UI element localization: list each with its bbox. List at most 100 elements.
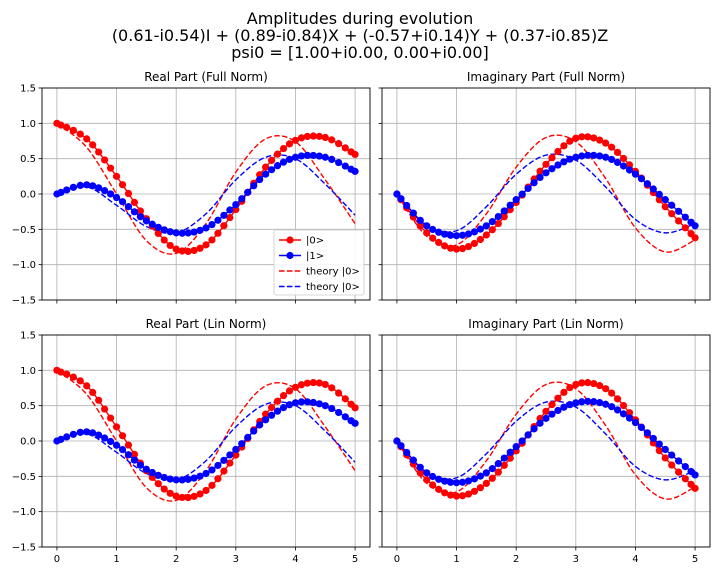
- data-point: [416, 222, 424, 230]
- plot-area: [53, 119, 359, 256]
- data-point: [160, 226, 168, 234]
- x-tick-label: 1: [453, 554, 459, 565]
- axes-frame: [41, 334, 371, 548]
- data-point: [328, 136, 336, 144]
- data-point: [572, 134, 580, 142]
- data-point: [250, 427, 258, 435]
- y-tick-label: −1.0: [12, 260, 36, 271]
- data-point: [655, 190, 663, 198]
- data-point: [273, 397, 282, 405]
- data-point: [560, 403, 568, 411]
- data-point: [429, 481, 437, 489]
- y-tick-label: −1.5: [12, 296, 36, 307]
- data-point: [309, 151, 317, 160]
- data-point: [446, 244, 455, 252]
- data-point: [238, 195, 246, 203]
- x-tick-label: 3: [573, 554, 579, 565]
- data-point: [250, 182, 258, 190]
- data-point: [256, 175, 264, 184]
- data-point: [142, 217, 150, 225]
- data-point: [536, 173, 544, 182]
- data-point: [95, 431, 103, 439]
- data-point: [681, 224, 689, 232]
- data-point: [202, 469, 210, 478]
- y-tick-label: −1.0: [12, 507, 36, 518]
- data-point: [268, 156, 276, 164]
- legend-label: |1>: [306, 251, 324, 262]
- data-point: [602, 400, 610, 408]
- data-point: [341, 162, 349, 170]
- data-point: [560, 158, 568, 166]
- data-point: [655, 196, 663, 204]
- data-point: [106, 437, 115, 446]
- data-point: [423, 469, 431, 477]
- data-point: [63, 186, 71, 194]
- legend-label: |0>: [306, 236, 324, 247]
- y-tick-label: 1.5: [20, 84, 36, 95]
- data-point: [321, 402, 329, 410]
- data-point: [554, 161, 562, 169]
- data-point: [154, 229, 162, 238]
- data-point: [89, 141, 97, 149]
- data-point: [112, 441, 121, 449]
- data-point: [691, 484, 699, 492]
- data-point: [625, 166, 634, 174]
- data-point: [112, 172, 121, 180]
- plot-area: [393, 379, 699, 500]
- data-point: [429, 234, 437, 242]
- data-point: [458, 244, 467, 253]
- data-point: [178, 247, 186, 255]
- data-point: [328, 404, 336, 413]
- data-point: [69, 373, 77, 381]
- data-point: [452, 479, 461, 487]
- data-point: [76, 130, 84, 138]
- data-point: [112, 193, 121, 202]
- axes-frame: [41, 87, 371, 301]
- data-point: [482, 479, 490, 487]
- data-point: [101, 156, 109, 164]
- data-point: [423, 222, 431, 230]
- data-point: [423, 229, 431, 237]
- legend-marker: [286, 236, 294, 244]
- data-point: [560, 388, 568, 396]
- data-point: [63, 370, 71, 378]
- axes-frame: [381, 87, 711, 301]
- y-tick-label: 1.0: [20, 119, 36, 130]
- data-point: [202, 224, 210, 232]
- data-point: [160, 473, 168, 482]
- data-point: [691, 471, 699, 479]
- data-point: [268, 166, 276, 174]
- data-point: [166, 489, 174, 497]
- data-point: [63, 433, 71, 441]
- data-point: [208, 481, 216, 489]
- data-point: [124, 451, 133, 459]
- data-point: [452, 492, 461, 500]
- data-point: [655, 440, 663, 448]
- data-point: [256, 421, 264, 429]
- data-point: [262, 170, 270, 178]
- data-point: [590, 151, 598, 159]
- data-point: [675, 457, 683, 465]
- data-point: [458, 231, 467, 239]
- data-point: [435, 485, 443, 493]
- data-point: [429, 225, 437, 234]
- data-point: [101, 434, 109, 442]
- data-point: [220, 467, 228, 475]
- data-point: [178, 476, 186, 484]
- subplots: Real Part (Full Norm) 1.5 1.0 0.5 0.0 −0.5 −1.…: [12, 70, 711, 565]
- subplot-2: Imaginary Part (Full Norm): [378, 70, 711, 304]
- data-point: [214, 475, 222, 483]
- data-point: [691, 222, 699, 230]
- data-point: [446, 231, 455, 239]
- data-point: [452, 232, 461, 240]
- data-point: [446, 491, 455, 499]
- data-point: [208, 466, 216, 474]
- data-point: [578, 398, 586, 406]
- x-tick-label: 1: [113, 554, 119, 565]
- data-point: [57, 435, 65, 443]
- data-point: [328, 384, 336, 392]
- data-point: [458, 478, 467, 486]
- data-point: [226, 459, 234, 467]
- data-point: [566, 401, 574, 409]
- data-point: [488, 218, 496, 226]
